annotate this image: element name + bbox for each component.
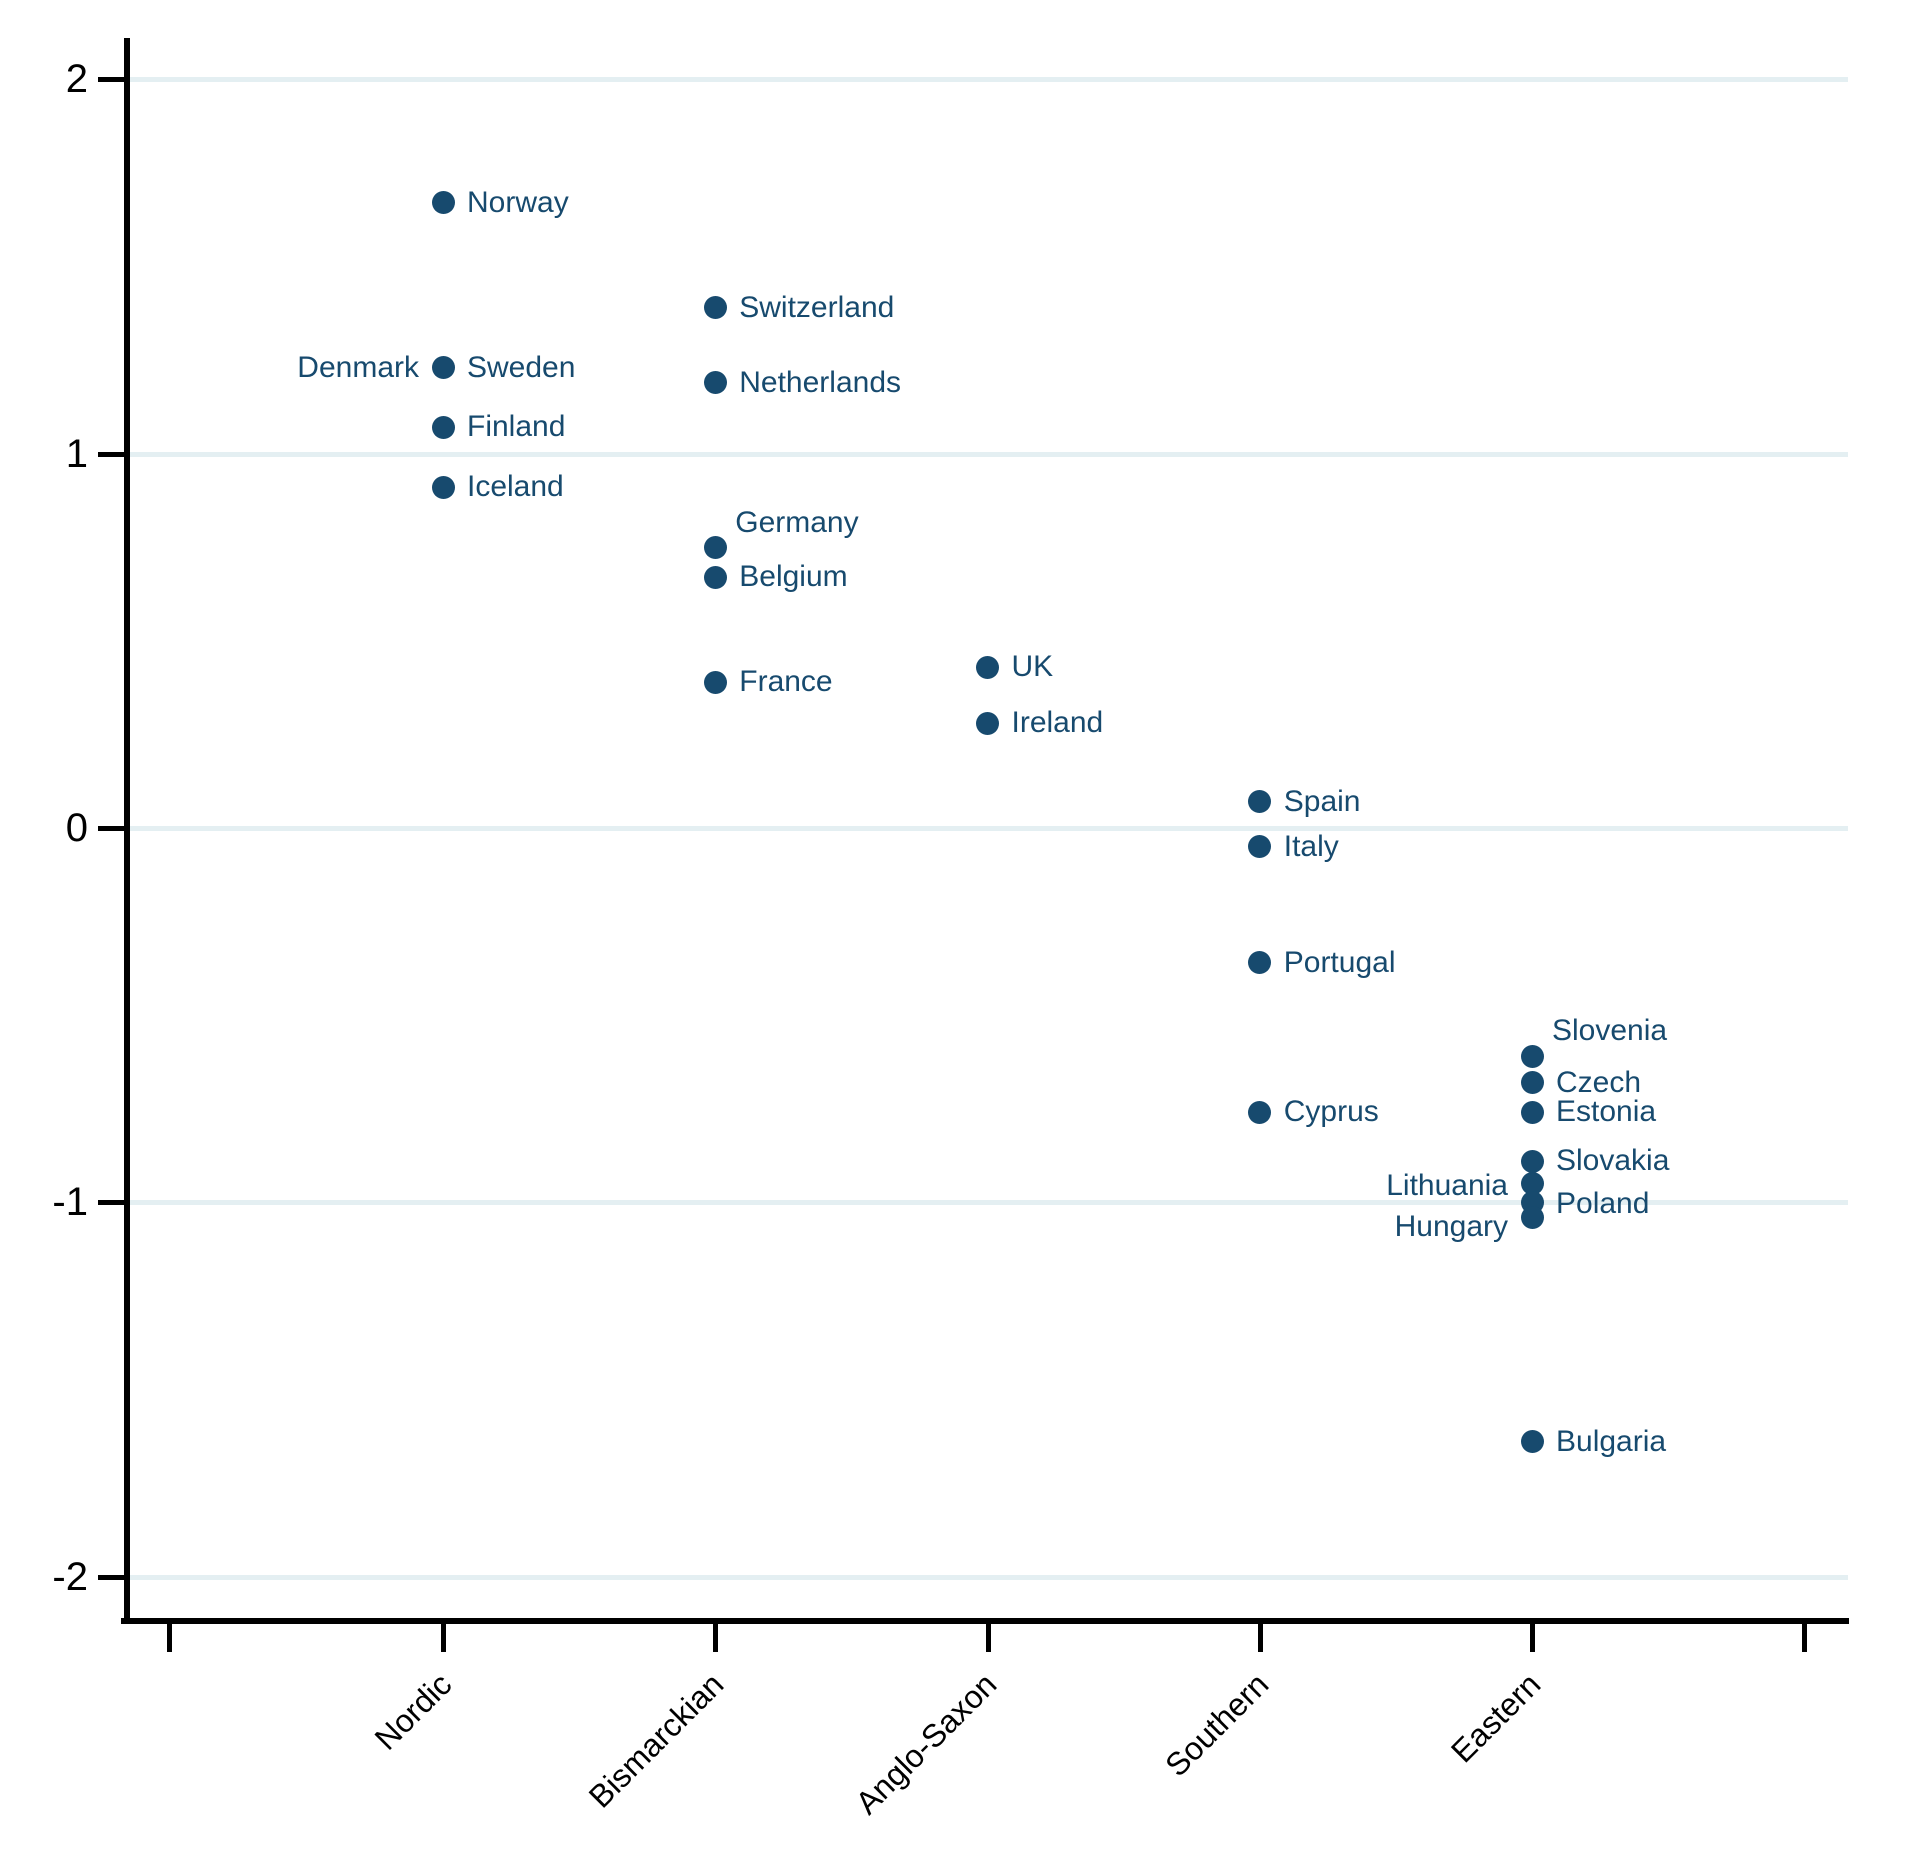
- point-label-bulgaria: Bulgaria: [1556, 1424, 1667, 1458]
- x-edge-tick-1: [167, 1624, 172, 1652]
- x-tick-southern: [1257, 1624, 1263, 1652]
- data-point-uk: [976, 655, 999, 679]
- data-point-italy: [1248, 835, 1272, 859]
- data-point-sweden: [431, 356, 455, 380]
- data-point-estonia: [1520, 1100, 1544, 1124]
- data-point-spain: [1248, 790, 1272, 814]
- point-label-finland: Finland: [467, 410, 566, 444]
- x-edge-tick-2: [1802, 1624, 1807, 1652]
- data-point-belgium: [703, 565, 727, 589]
- x-tick-bismarckian: [713, 1624, 719, 1652]
- gridline-1: [130, 451, 1848, 457]
- data-point-netherlands: [703, 371, 727, 395]
- y-axis-line: [124, 38, 130, 1624]
- point-label-netherlands: Netherlands: [739, 365, 902, 399]
- data-point-iceland: [431, 475, 455, 499]
- point-label-czech: Czech: [1556, 1065, 1642, 1099]
- point-label-uk: UK: [1011, 650, 1054, 684]
- gridline--1: [130, 1200, 1848, 1206]
- data-point-slovenia: [1520, 1044, 1544, 1068]
- point-label-norway: Norway: [467, 185, 569, 219]
- point-label-germany: Germany: [735, 506, 859, 540]
- x-category-label-nordic: Nordic: [367, 1666, 459, 1757]
- point-label-sweden: Sweden: [467, 350, 576, 384]
- point-label-lithuania: Lithuania: [1386, 1168, 1508, 1202]
- y-tick-label--2: -2: [52, 1554, 88, 1599]
- gridline-2: [130, 77, 1848, 83]
- point-label-ireland: Ireland: [1011, 706, 1104, 740]
- gridline--2: [130, 1574, 1848, 1580]
- data-point-lithuania: [1520, 1172, 1544, 1196]
- x-tick-anglo-saxon: [985, 1624, 991, 1652]
- y-tick-0: [98, 826, 127, 831]
- x-tick-nordic: [441, 1624, 446, 1652]
- point-label-spain: Spain: [1283, 784, 1361, 818]
- data-point-norway: [431, 191, 455, 215]
- point-label-italy: Italy: [1283, 829, 1339, 863]
- point-label-cyprus: Cyprus: [1283, 1095, 1379, 1129]
- point-label-estonia: Estonia: [1556, 1095, 1657, 1129]
- data-point-czech: [1520, 1071, 1544, 1095]
- point-label-france: France: [739, 665, 833, 699]
- x-category-label-anglo-saxon: Anglo-Saxon: [847, 1666, 1003, 1822]
- x-category-label-eastern: Eastern: [1444, 1666, 1548, 1770]
- point-label-denmark: Denmark: [297, 350, 419, 384]
- x-category-label-southern: Southern: [1157, 1666, 1276, 1784]
- data-point-finland: [431, 415, 455, 439]
- data-point-switzerland: [703, 296, 727, 320]
- x-axis-line: [121, 1618, 1849, 1624]
- point-label-slovenia: Slovenia: [1552, 1014, 1668, 1048]
- y-tick--1: [98, 1200, 127, 1206]
- y-tick-2: [98, 77, 127, 83]
- data-point-slovakia: [1520, 1149, 1544, 1173]
- gridline-0: [130, 826, 1848, 831]
- point-label-iceland: Iceland: [467, 470, 564, 504]
- y-tick-label-0: 0: [65, 806, 88, 850]
- y-tick-label--1: -1: [52, 1180, 88, 1225]
- x-tick-eastern: [1530, 1624, 1535, 1652]
- data-point-germany: [703, 535, 727, 559]
- y-tick--2: [98, 1574, 127, 1580]
- point-label-poland: Poland: [1556, 1187, 1650, 1221]
- point-label-hungary: Hungary: [1394, 1210, 1508, 1244]
- point-label-portugal: Portugal: [1283, 945, 1396, 979]
- y-tick-label-2: 2: [65, 57, 88, 102]
- data-point-france: [703, 670, 727, 694]
- x-category-label-bismarckian: Bismarckian: [582, 1666, 731, 1815]
- point-label-switzerland: Switzerland: [739, 290, 895, 324]
- data-point-hungary: [1520, 1205, 1544, 1229]
- data-point-ireland: [976, 711, 999, 735]
- y-tick-label-1: 1: [65, 431, 88, 476]
- data-point-portugal: [1248, 951, 1272, 975]
- point-label-slovakia: Slovakia: [1556, 1144, 1670, 1178]
- data-point-bulgaria: [1520, 1430, 1544, 1454]
- data-point-cyprus: [1248, 1100, 1272, 1124]
- y-tick-1: [98, 451, 127, 457]
- point-label-belgium: Belgium: [739, 560, 848, 594]
